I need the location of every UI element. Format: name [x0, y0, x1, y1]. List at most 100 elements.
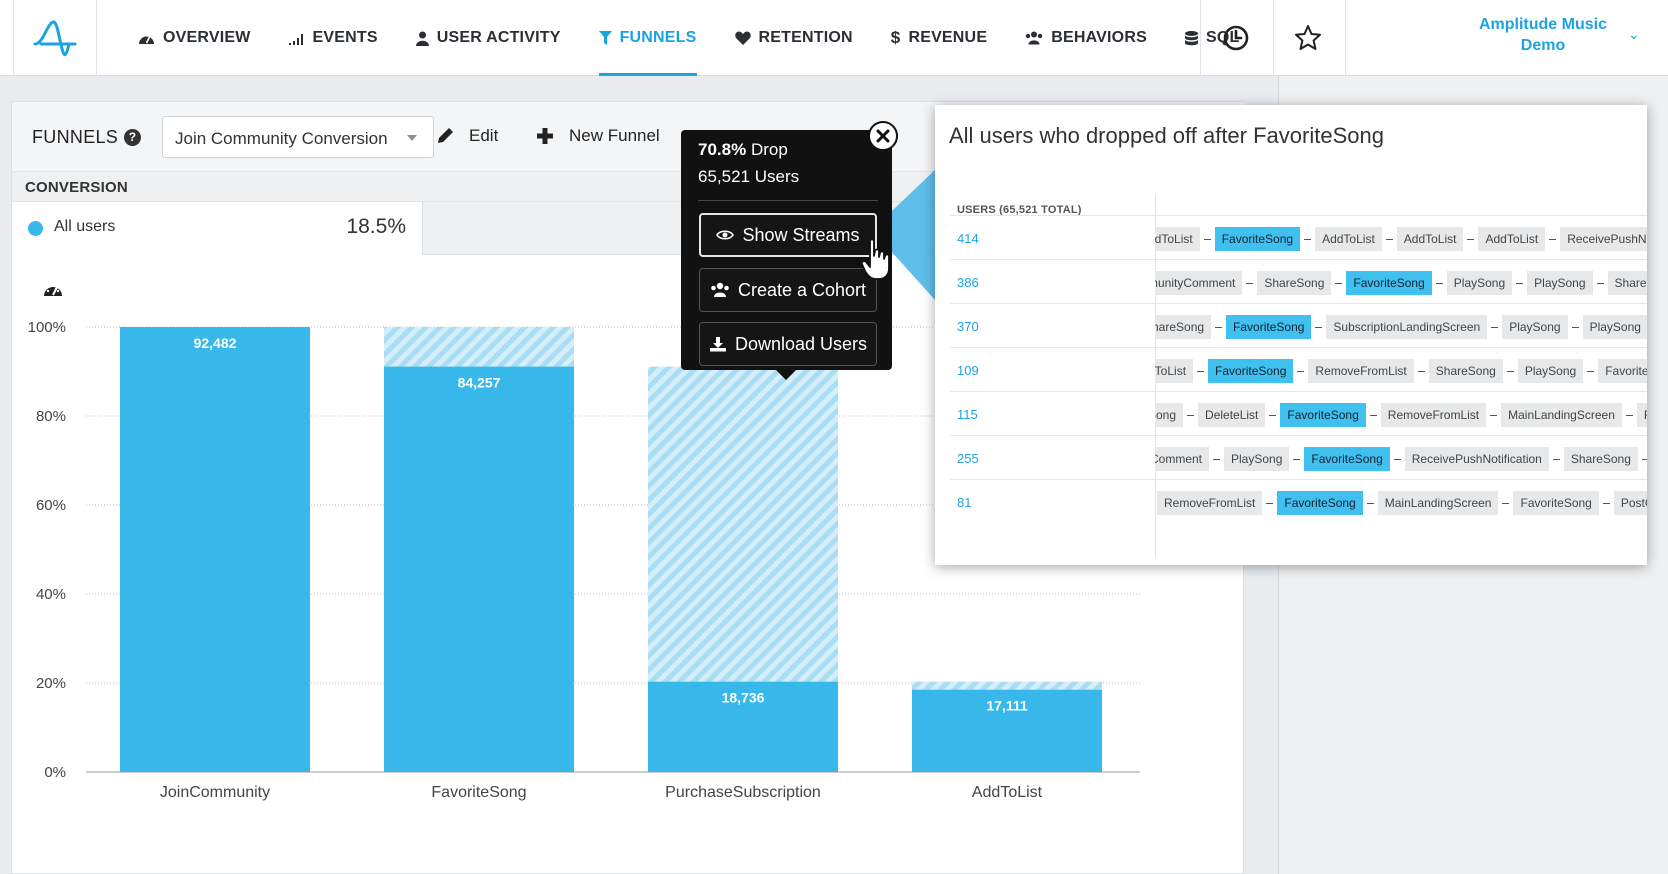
event-chip[interactable]: FavoriteSong	[1280, 403, 1366, 427]
stream-user-count[interactable]: 115	[957, 407, 978, 422]
bar-value-label: 92,482	[194, 335, 237, 351]
event-chip[interactable]: SubscriptionLandingScreen	[1326, 315, 1488, 339]
conversion-bar[interactable]	[648, 681, 838, 772]
event-chip[interactable]: RemoveFromList	[1157, 491, 1263, 515]
event-chip[interactable]: munityComment	[1155, 271, 1243, 295]
history-button[interactable]	[1216, 18, 1256, 58]
event-chip[interactable]: MainLandingScreen	[1377, 491, 1499, 515]
amplitude-logo[interactable]	[13, 0, 97, 76]
segment-conversion-value: 18.5%	[346, 215, 406, 238]
event-chip[interactable]: ShareSong	[1563, 447, 1638, 471]
nav-tab-label: RETENTION	[758, 29, 853, 46]
favorites-button[interactable]	[1288, 18, 1328, 58]
event-chip[interactable]: Favorit	[1636, 403, 1647, 427]
event-chip[interactable]: PlaySong	[1517, 359, 1584, 383]
event-chip[interactable]: FavoriteSong	[1346, 271, 1432, 295]
event-chip[interactable]: ReceivePushNotificat	[1560, 227, 1647, 251]
event-chip[interactable]: PlaySong	[1502, 315, 1568, 339]
new-funnel-button-label: New Funnel	[569, 126, 660, 145]
nav-tab-funnels[interactable]: FUNNELS	[598, 0, 697, 76]
stream-user-count[interactable]: 386	[957, 275, 979, 290]
nav-tab-overview[interactable]: OVERVIEW	[138, 0, 251, 76]
conversion-bar[interactable]	[120, 327, 310, 772]
event-chip[interactable]: AddToList	[1315, 227, 1382, 251]
create-cohort-button[interactable]: Create a Cohort	[699, 268, 877, 312]
stream-user-count[interactable]: 81	[957, 495, 972, 510]
clock-icon	[1223, 25, 1249, 51]
event-chip[interactable]: FavoriteSong	[1214, 227, 1301, 251]
stream-user-count[interactable]: 109	[957, 363, 979, 378]
conversion-bar[interactable]	[384, 366, 574, 772]
chevron-down-icon[interactable]: ⌄	[1628, 26, 1640, 42]
event-chip[interactable]: PlaySong	[1224, 447, 1290, 471]
event-chip[interactable]: Comment	[1155, 447, 1210, 471]
nav-tab-revenue[interactable]: $ REVENUE	[891, 0, 987, 76]
drop-off-bar[interactable]	[648, 366, 838, 682]
nav-tab-user-activity[interactable]: USER ACTIVITY	[415, 0, 561, 76]
event-chip[interactable]: DeleteList	[1198, 403, 1266, 427]
stream-row[interactable]: 81 RemoveFromList FavoriteSong MainLandingS…	[950, 479, 1647, 525]
event-chip[interactable]: FavoriteSong	[1277, 491, 1363, 515]
event-chip[interactable]: MainLandingScreen	[1501, 403, 1622, 427]
stream-user-count[interactable]: 370	[957, 319, 979, 334]
event-chip[interactable]: FavoriteSong	[1598, 359, 1647, 383]
nav-tab-sql[interactable]: SQL	[1184, 0, 1240, 76]
show-streams-label: Show Streams	[742, 224, 860, 245]
top-nav: OVERVIEW EVENTS USER ACTIVITY FUNNELS RETENT…	[0, 0, 1668, 76]
event-chip[interactable]: Song	[1155, 403, 1184, 427]
stream-row[interactable]: 109 dToList FavoriteSong RemoveFromList Shar…	[950, 347, 1647, 393]
caret-down-icon	[407, 135, 417, 141]
stream-row[interactable]: 386 munityComment ShareSong FavoriteSong Pla…	[950, 259, 1647, 305]
event-chip[interactable]: FavoriteSong	[1513, 491, 1599, 515]
users-total-header: USERS (65,521 TOTAL)	[957, 204, 1082, 216]
hand-cursor-icon	[861, 238, 890, 280]
nav-tab-label: USER ACTIVITY	[436, 29, 561, 46]
help-icon[interactable]: ?	[124, 129, 142, 146]
event-chip[interactable]: FavoriteSong	[1208, 359, 1294, 383]
nav-tab-events[interactable]: EVENTS	[288, 0, 378, 76]
funnel-select[interactable]: Join Community Conversion	[162, 116, 434, 158]
star-icon	[1295, 25, 1321, 50]
nav-tab-retention[interactable]: RETENTION	[734, 0, 853, 76]
event-chip[interactable]: AddToList	[1396, 227, 1464, 251]
stream-user-count[interactable]: 414	[957, 231, 979, 246]
event-connector	[1297, 370, 1305, 372]
edit-button[interactable]: Edit	[435, 126, 498, 146]
download-users-button[interactable]: Download Users	[699, 322, 877, 366]
event-chip[interactable]: FavoriteSong	[1226, 315, 1312, 339]
stream-row[interactable]: 255 Comment PlaySong FavoriteSong ReceivePus…	[950, 435, 1647, 481]
nav-tab-behaviors[interactable]: BEHAVIORS	[1025, 0, 1147, 76]
stream-row[interactable]: 370 hareSong FavoriteSong SubscriptionLandi…	[950, 303, 1647, 349]
segment-all-users[interactable]: All users 18.5%	[12, 202, 423, 255]
edit-button-label: Edit	[469, 126, 499, 145]
stream-row[interactable]: 115 Song DeleteList FavoriteSong RemoveFromL…	[950, 391, 1647, 437]
show-streams-button[interactable]: Show Streams	[699, 213, 877, 257]
event-chip[interactable]: PostCommu	[1613, 491, 1647, 515]
account-switcher[interactable]: Amplitude Music Demo	[1478, 16, 1607, 54]
close-popup-button[interactable]	[868, 121, 898, 151]
event-chip[interactable]: ShareSong	[1607, 271, 1647, 295]
event-chip[interactable]: ShareSong	[1257, 271, 1332, 295]
event-chip[interactable]: RemoveFromList	[1380, 403, 1487, 427]
drop-off-bar[interactable]	[912, 681, 1102, 690]
event-chip[interactable]: ddToList	[1155, 227, 1200, 251]
event-chip[interactable]: RemoveFromList	[1308, 359, 1414, 383]
event-chip[interactable]: FavoriteSong	[1304, 447, 1390, 471]
chart-type-button[interactable]	[42, 280, 64, 305]
x-category-label: AddToList	[972, 784, 1043, 801]
event-chip[interactable]: ShareSong	[1428, 359, 1503, 383]
main-nav: OVERVIEW EVENTS USER ACTIVITY FUNNELS RETENT…	[138, 0, 1277, 76]
stream-row[interactable]: 414 ddToList FavoriteSong AddToList AddToLis…	[950, 215, 1647, 261]
event-connector	[1203, 238, 1211, 240]
drop-off-bar[interactable]	[384, 327, 574, 367]
event-chip[interactable]: PlaySong	[1582, 315, 1647, 339]
event-chip[interactable]: PlaySong	[1446, 271, 1513, 295]
new-funnel-button[interactable]: New Funnel	[535, 126, 660, 146]
event-chip[interactable]: ReceivePushNotification	[1404, 447, 1549, 471]
event-chip[interactable]: hareSong	[1155, 315, 1212, 339]
stream-user-count[interactable]: 255	[957, 451, 979, 466]
event-chip[interactable]: dToList	[1155, 359, 1194, 383]
event-chip[interactable]: AddToList	[1478, 227, 1546, 251]
event-chip[interactable]: PlaySong	[1527, 271, 1593, 295]
conversion-bar[interactable]	[912, 689, 1102, 772]
